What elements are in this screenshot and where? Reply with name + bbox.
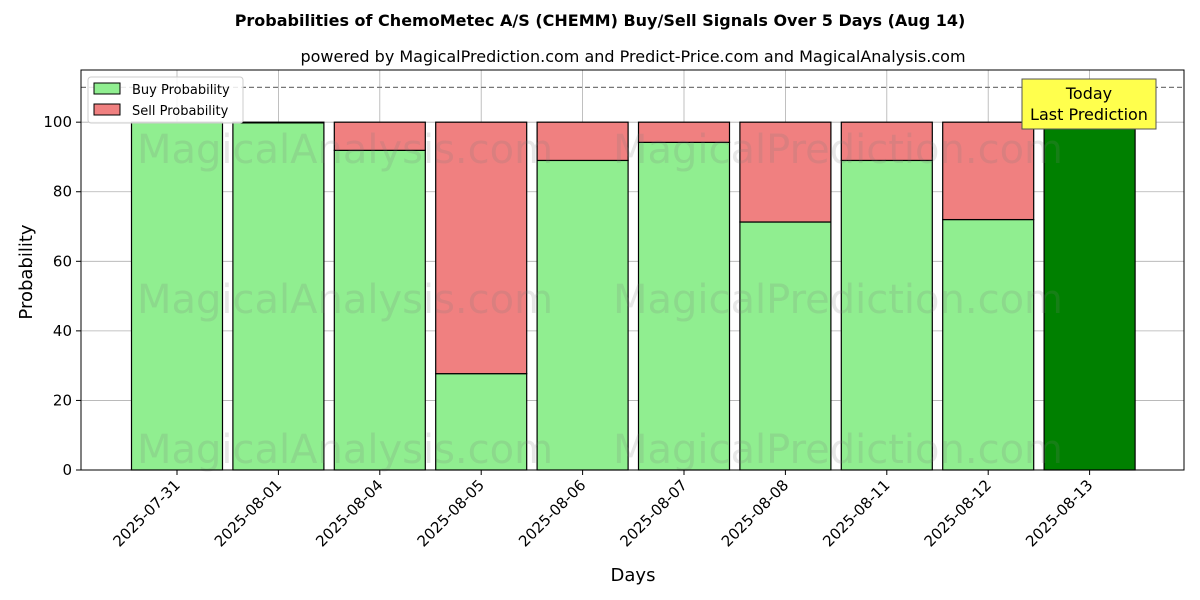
legend-swatch-buy	[93, 82, 121, 95]
x-tick-label-5: 2025-08-07	[616, 476, 690, 550]
bar-sell-6	[739, 121, 832, 223]
bar-sell-8	[942, 121, 1035, 221]
bar-buy-8	[942, 218, 1035, 471]
x-tick-label-3: 2025-08-05	[414, 476, 488, 550]
watermark-2: MagicalAnalysis.com	[137, 277, 553, 323]
legend-box	[87, 76, 244, 124]
watermark-4: MagicalAnalysis.com	[137, 427, 553, 473]
legend-swatch-sell	[93, 103, 121, 116]
y-tick-label-5: 100	[43, 113, 72, 131]
bar-sell-1	[232, 121, 325, 124]
y-tick-label-1: 20	[53, 391, 72, 409]
x-tick-label-0: 2025-07-31	[109, 476, 183, 550]
x-tick-label-8: 2025-08-12	[921, 476, 995, 550]
watermark-0: MagicalAnalysis.com	[137, 127, 553, 173]
bar-sell-5	[637, 121, 731, 143]
bar-sell-4	[536, 121, 629, 162]
watermark-3: MagicalPrediction.com	[613, 277, 1063, 323]
bar-buy-6	[739, 221, 832, 471]
y-axis-label: Probability	[16, 224, 37, 319]
annotation-box	[1021, 78, 1157, 130]
bars	[130, 121, 1136, 471]
y-tick-label-3: 60	[53, 252, 72, 270]
legend: Buy Probability Sell Probability	[87, 76, 244, 124]
chart-subtitle: powered by MagicalPrediction.com and Pre…	[300, 47, 965, 66]
chart-title: Probabilities of ChemoMetec A/S (CHEMM) …	[235, 11, 966, 30]
plot-frame	[80, 69, 1185, 471]
today-annotation: Today Last Prediction	[1021, 78, 1157, 130]
watermarks: MagicalAnalysis.com MagicalPrediction.com…	[137, 127, 1063, 473]
bar-sell-7	[840, 121, 933, 162]
legend-label-buy: Buy Probability	[132, 83, 230, 98]
annotation-line-2: Last Prediction	[1030, 105, 1148, 124]
bar-buy-7	[840, 159, 933, 471]
x-tick-label-1: 2025-08-01	[211, 476, 285, 550]
annotation-line-1: Today	[1065, 84, 1112, 103]
x-tick-label-2: 2025-08-04	[312, 476, 386, 550]
bar-buy-9	[1043, 121, 1136, 471]
y-tick-label-4: 80	[53, 183, 72, 201]
legend-label-sell: Sell Probability	[132, 104, 229, 119]
x-tick-label-9: 2025-08-13	[1022, 476, 1096, 550]
bar-sell-3	[435, 121, 528, 375]
bar-sell-2	[333, 121, 426, 151]
watermark-5: MagicalPrediction.com	[613, 427, 1063, 473]
bar-buy-4	[536, 159, 629, 471]
y-tick-label-2: 40	[53, 322, 72, 340]
y-tick-label-0: 0	[62, 461, 72, 479]
x-axis-ticks: 2025-07-31 2025-08-01 2025-08-04 2025-08-05…	[109, 470, 1096, 550]
bar-buy-0	[130, 121, 224, 471]
x-tick-label-7: 2025-08-11	[819, 476, 893, 550]
y-axis-ticks: 0 20 40 60 80 100	[43, 113, 81, 479]
x-axis-label: Days	[611, 565, 656, 586]
x-tick-label-6: 2025-08-08	[718, 476, 792, 550]
watermark-1: MagicalPrediction.com	[613, 127, 1063, 173]
x-tick-label-4: 2025-08-06	[515, 476, 589, 550]
